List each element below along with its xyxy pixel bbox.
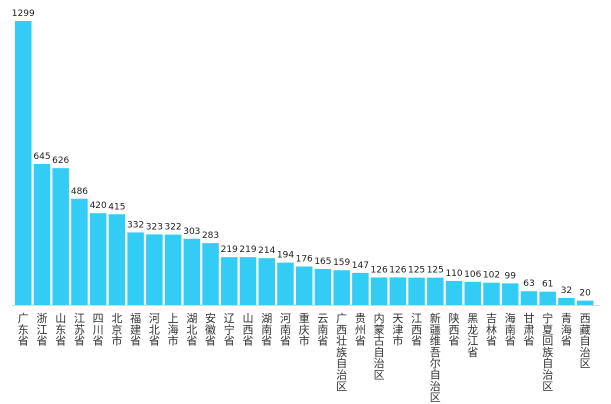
bar-4 [89, 213, 107, 305]
bar-21 [408, 277, 425, 305]
category-label-16: 云南省 [317, 312, 328, 348]
category-label-29: 青海省 [561, 312, 572, 348]
value-label-25: 102 [483, 271, 500, 281]
bar-27 [520, 291, 538, 305]
category-label-10: 安徽省 [205, 311, 216, 348]
value-label-1: 645 [33, 152, 50, 162]
bar-22 [427, 277, 444, 305]
value-label-29: 32 [561, 286, 572, 296]
bar-26 [501, 283, 519, 305]
category-label-22: 新疆维吾尔自治区 [430, 311, 441, 404]
category-label-0: 广东省 [18, 312, 29, 348]
bar-2 [52, 168, 69, 305]
value-label-26: 99 [505, 271, 517, 281]
value-label-18: 147 [352, 261, 369, 271]
bar-30 [576, 300, 594, 305]
category-label-19: 内蒙古自治区 [374, 311, 385, 382]
bar-28 [539, 291, 556, 305]
value-label-10: 283 [202, 231, 219, 241]
bar-0 [15, 21, 32, 305]
category-label-30: 西藏自治区 [580, 312, 591, 370]
bar-7 [146, 234, 163, 305]
value-label-22: 125 [427, 266, 444, 276]
value-label-23: 110 [445, 269, 462, 279]
value-label-20: 126 [389, 265, 406, 275]
bar-24 [464, 281, 482, 305]
category-label-7: 河北省 [149, 312, 160, 348]
bar-16 [314, 268, 332, 305]
bar-15 [295, 266, 313, 305]
category-label-4: 四川省 [93, 312, 104, 348]
category-label-13: 湖南省 [261, 312, 272, 348]
value-label-4: 420 [90, 201, 107, 211]
category-label-26: 海南省 [505, 311, 516, 348]
value-label-9: 303 [183, 227, 200, 237]
category-label-27: 甘肃省 [523, 312, 534, 348]
category-label-1: 浙江省 [36, 312, 47, 348]
value-label-21: 125 [408, 266, 425, 276]
value-label-11: 219 [221, 245, 238, 255]
value-label-19: 126 [371, 265, 388, 275]
bar-25 [483, 282, 500, 305]
bar-14 [277, 262, 294, 305]
category-labels-group: 广东省浙江省山东省江苏省四川省北京市福建省河北省上海市湖北省安徽省辽宁省山西省湖… [18, 311, 591, 404]
bar-6 [127, 232, 144, 305]
value-label-27: 63 [523, 279, 534, 289]
value-label-12: 219 [239, 245, 256, 255]
category-label-23: 陕西省 [449, 311, 460, 348]
value-label-0: 1299 [12, 9, 35, 19]
value-label-16: 165 [314, 257, 331, 267]
category-label-20: 天津市 [392, 312, 403, 348]
category-label-6: 福建省 [130, 311, 141, 348]
bar-13 [258, 258, 275, 305]
category-label-11: 辽宁省 [224, 312, 235, 348]
category-label-12: 山西省 [243, 312, 254, 348]
value-label-15: 176 [296, 255, 313, 265]
category-label-3: 江苏省 [74, 312, 85, 348]
bar-11 [221, 257, 238, 305]
bar-9 [183, 238, 201, 305]
category-label-18: 贵州省 [355, 312, 366, 348]
category-label-28: 宁夏回族自治区 [542, 311, 553, 393]
category-label-2: 山东省 [55, 312, 66, 348]
value-label-3: 486 [71, 187, 88, 197]
value-label-7: 323 [146, 222, 163, 232]
category-label-17: 广西壮族自治区 [336, 312, 347, 393]
category-label-9: 湖北省 [186, 312, 197, 348]
bar-19 [370, 277, 388, 305]
value-label-14: 194 [277, 251, 294, 261]
bar-29 [558, 298, 575, 305]
category-label-8: 上海市 [168, 312, 179, 348]
bars-group [15, 21, 594, 305]
bar-5 [108, 214, 126, 305]
bar-12 [239, 257, 257, 305]
bar-3 [71, 198, 88, 305]
category-label-25: 吉林省 [486, 312, 497, 348]
bar-1 [33, 163, 51, 305]
value-label-17: 159 [333, 258, 350, 268]
value-label-30: 20 [579, 289, 591, 299]
bar-23 [445, 280, 463, 305]
bar-8 [164, 234, 182, 305]
value-label-24: 106 [464, 270, 481, 280]
category-label-15: 重庆市 [299, 311, 310, 348]
category-label-21: 江西省 [411, 312, 422, 348]
bar-20 [389, 277, 407, 305]
category-label-24: 黑龙江省 [467, 312, 478, 359]
value-label-2: 626 [52, 156, 69, 166]
value-label-6: 332 [127, 220, 144, 230]
category-label-5: 北京市 [111, 312, 122, 348]
value-label-28: 61 [542, 280, 553, 290]
value-label-13: 214 [258, 246, 275, 256]
bar-17 [333, 270, 350, 305]
bar-18 [352, 272, 369, 305]
value-label-5: 415 [108, 202, 125, 212]
category-label-14: 河南省 [280, 312, 291, 348]
value-label-8: 322 [164, 223, 181, 233]
bar-10 [202, 243, 219, 305]
